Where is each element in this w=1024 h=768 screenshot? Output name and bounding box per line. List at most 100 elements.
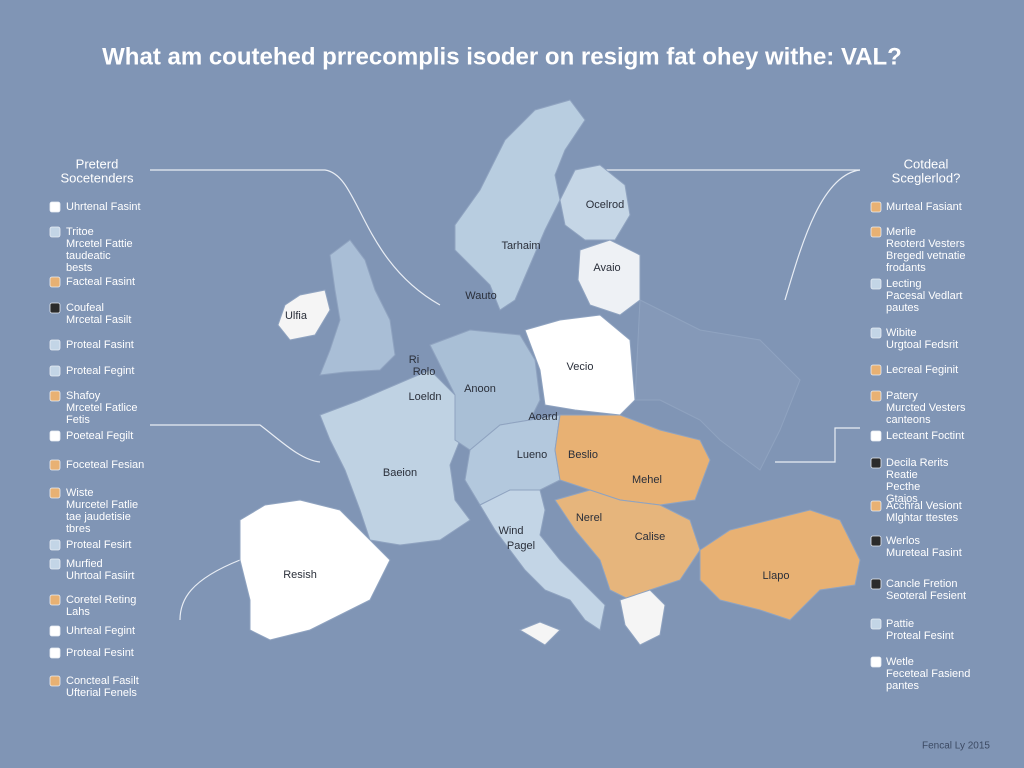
legend-text: Tritoe xyxy=(66,226,94,238)
legend-swatch xyxy=(49,365,61,377)
region-label: Avaio xyxy=(593,262,620,274)
legend-text: Acchral Vesiont xyxy=(886,500,962,512)
legend-text: Gtaios xyxy=(886,493,918,505)
legend-swatch xyxy=(49,430,61,442)
legend-swatch xyxy=(870,430,882,442)
legend-text: Murfied xyxy=(66,558,103,570)
legend-heading: Sceglerlod? xyxy=(892,170,961,185)
legend-text: Urgtoal Fedsrit xyxy=(886,339,958,351)
region xyxy=(699,509,861,621)
region-label: Ulfia xyxy=(285,310,308,322)
region-label: Tarhaim xyxy=(501,240,540,252)
legend-text: Wetle xyxy=(886,656,914,668)
region xyxy=(319,369,471,546)
region-label: Loeldn xyxy=(408,391,441,403)
legend-text: Murteal Fasiant xyxy=(886,201,962,213)
legend-text: Murcetel Fatlie xyxy=(66,499,138,511)
legend-text: Coretel Reting xyxy=(66,594,136,606)
title: What am coutehed prrecomplis isoder on r… xyxy=(102,43,902,70)
legend-swatch xyxy=(49,339,61,351)
legend-text: Reatie xyxy=(886,469,918,481)
legend-swatch xyxy=(49,302,61,314)
region-label: Vecio xyxy=(567,361,594,373)
region-label: Aoard xyxy=(528,411,557,423)
region-label: Llapo xyxy=(763,570,790,582)
legend-swatch xyxy=(49,558,61,570)
legend-text: Uhrtenal Fasint xyxy=(66,201,141,213)
legend-text: Mrcetel Fattie xyxy=(66,238,133,250)
legend-text: Poeteal Fegilt xyxy=(66,430,133,442)
connector xyxy=(150,424,321,463)
legend-swatch xyxy=(870,500,882,512)
legend-text: Murcted Vesters xyxy=(886,402,966,414)
legend-text: Reoterd Vesters xyxy=(886,238,965,250)
legend-text: Uhrtoal Fasiirt xyxy=(66,570,134,582)
region xyxy=(239,499,391,641)
legend-text: Lecteant Foctint xyxy=(886,430,964,442)
legend-swatch xyxy=(49,201,61,213)
region-label: Wind xyxy=(498,525,523,537)
legend-swatch xyxy=(870,327,882,339)
region-label: Nerel xyxy=(576,512,602,524)
legend-swatch xyxy=(870,457,882,469)
legend-swatch xyxy=(49,459,61,471)
legend-swatch xyxy=(49,675,61,687)
legend-swatch xyxy=(870,226,882,238)
region-label: Anoon xyxy=(464,383,496,395)
legend-text: Bregedl vetnatie xyxy=(886,250,966,262)
region xyxy=(634,299,801,471)
legend-swatch xyxy=(870,278,882,290)
legend-text: Uhrteal Fegint xyxy=(66,625,135,637)
legend-text: Mureteal Fasint xyxy=(886,547,962,559)
legend-swatch xyxy=(870,618,882,630)
legend-swatch xyxy=(870,535,882,547)
legend-text: Pacesal Vedlart xyxy=(886,290,962,302)
region xyxy=(559,164,631,241)
legend-text: Mlghtar ttestes xyxy=(886,512,959,524)
legend-text: Proteal Fasint xyxy=(66,339,134,351)
region xyxy=(577,239,641,316)
legend-text: pautes xyxy=(886,302,920,314)
legend-heading: Cotdeal xyxy=(904,156,949,171)
legend-text: Cancle Fretion xyxy=(886,578,958,590)
legend-text: Patery xyxy=(886,390,918,402)
legend-text: Mrcetal Fasilt xyxy=(66,314,131,326)
footer: Fencal Ly 2015 xyxy=(922,741,990,752)
region xyxy=(277,289,331,341)
map-shapes xyxy=(239,99,861,646)
legend-swatch xyxy=(49,625,61,637)
legend-text: Proteal Fesirt xyxy=(66,539,131,551)
region xyxy=(319,239,396,376)
legend-text: tae jaudetisie xyxy=(66,511,131,523)
legend-swatch xyxy=(49,226,61,238)
region-label: Beslio xyxy=(568,449,598,461)
legend-text: taudeatic xyxy=(66,250,111,262)
region-label: Ri xyxy=(409,354,419,366)
region-label: Lueno xyxy=(517,449,548,461)
region xyxy=(479,489,606,631)
legend-swatch xyxy=(870,578,882,590)
legend-text: tbres xyxy=(66,523,91,535)
legend-swatch xyxy=(49,647,61,659)
legend-text: Ufterial Fenels xyxy=(66,687,137,699)
legend-heading: Preterd xyxy=(76,156,119,171)
legend-text: Pecthe xyxy=(886,481,920,493)
legend-text: canteons xyxy=(886,414,931,426)
legend-text: Mrcetel Fatlice xyxy=(66,402,138,414)
legend-swatch xyxy=(49,594,61,606)
legend-heading: Socetenders xyxy=(61,170,134,185)
legend-text: frodants xyxy=(886,262,926,274)
region xyxy=(619,589,666,646)
connector xyxy=(775,427,860,463)
legend-text: Lecting xyxy=(886,278,921,290)
legend-text: Coufeal xyxy=(66,302,104,314)
legend-text: bests xyxy=(66,262,93,274)
legend-text: pantes xyxy=(886,680,920,692)
connector xyxy=(150,169,441,306)
region xyxy=(518,621,561,646)
region xyxy=(554,414,711,506)
region-label: Wauto xyxy=(465,290,496,302)
